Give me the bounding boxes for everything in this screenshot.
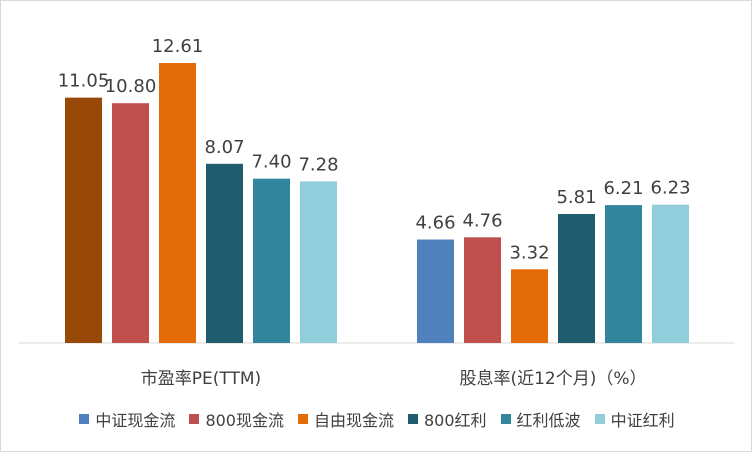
legend-label-1: 800现金流: [205, 411, 284, 430]
legend-item-0: 中证现金流: [79, 407, 175, 431]
data-label-红利低波-0: 7.40: [251, 152, 291, 173]
bar-中证现金流-1: [417, 239, 454, 343]
data-label-中证现金流-0: 11.05: [58, 71, 110, 92]
legend-swatch-3: [408, 414, 418, 424]
data-label-自由现金流-1: 3.32: [509, 242, 549, 263]
legend-swatch-5: [594, 414, 605, 424]
legend-label-5: 中证红利: [610, 411, 675, 430]
bar-自由现金流-1: [511, 269, 548, 343]
legend-label-4: 红利低波: [516, 411, 581, 430]
legend-item-2: 自由现金流: [297, 407, 394, 431]
legend-label-3: 800红利: [424, 411, 487, 430]
legend-swatch-2: [297, 414, 308, 424]
legend-item-4: 红利低波: [500, 407, 581, 431]
bar-红利低波-1: [605, 205, 642, 343]
data-label-自由现金流-0: 12.61: [152, 36, 204, 57]
bar-800现金流-1: [464, 237, 501, 343]
data-label-800红利-0: 8.07: [204, 137, 244, 158]
data-label-800现金流-0: 10.80: [105, 76, 157, 97]
data-label-红利低波-1: 6.21: [603, 178, 643, 199]
data-label-中证红利-0: 7.28: [298, 154, 338, 175]
category-label-0: 市盈率PE(TTM): [141, 369, 261, 389]
bar-800现金流-0: [112, 103, 149, 343]
data-label-800红利-1: 5.81: [556, 187, 596, 208]
data-label-中证现金流-1: 4.66: [415, 213, 455, 234]
bar-中证现金流-0: [65, 97, 102, 343]
legend-item-5: 中证红利: [594, 407, 675, 431]
data-label-中证红利-1: 6.23: [650, 178, 690, 199]
bar-自由现金流-0: [159, 63, 196, 343]
data-label-800现金流-1: 4.76: [462, 210, 502, 231]
bar-800红利-1: [558, 213, 595, 343]
legend-swatch-1: [189, 414, 200, 424]
bar-红利低波-0: [253, 178, 290, 343]
legend-label-2: 自由现金流: [313, 411, 394, 430]
legend-swatch-4: [500, 414, 511, 424]
legend-item-1: 800现金流: [189, 407, 284, 431]
legend-label-0: 中证现金流: [95, 411, 176, 430]
category-label-1: 股息率(近12个月)（%）: [459, 369, 646, 389]
bar-800红利-0: [206, 163, 243, 343]
bar-中证红利-0: [300, 181, 337, 343]
bar-中证红利-1: [652, 204, 689, 343]
legend-swatch-0: [79, 414, 90, 424]
legend-item-3: 800红利: [408, 407, 487, 431]
chart-legend: 中证现金流 800现金流 自由现金流 800红利 红利低波 中证红利: [1, 407, 752, 431]
